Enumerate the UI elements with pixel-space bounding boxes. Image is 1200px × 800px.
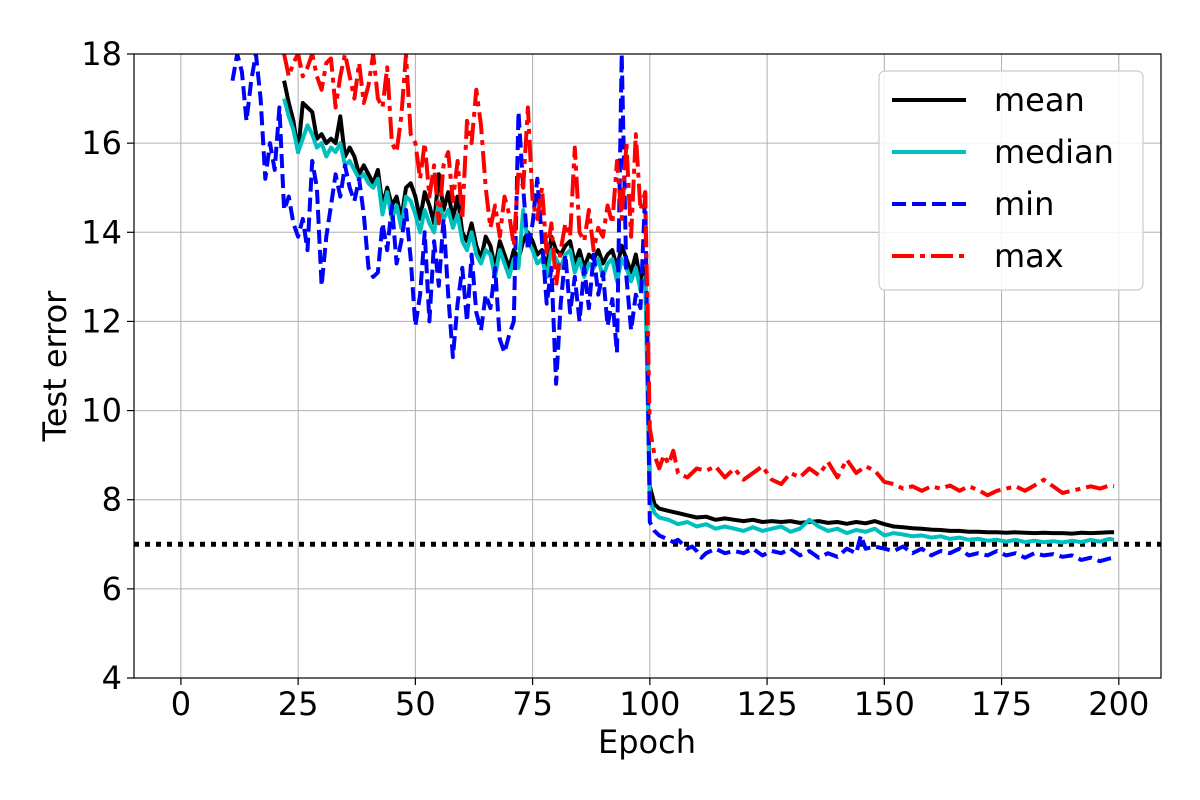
x-tick-label: 150 [854, 685, 915, 723]
legend-label-median: median [994, 133, 1114, 171]
x-tick-label: 75 [512, 685, 553, 723]
y-tick-label: 12 [81, 302, 122, 340]
x-tick-label: 100 [619, 685, 680, 723]
x-tick-label: 50 [395, 685, 436, 723]
legend-label-max: max [994, 237, 1064, 275]
y-axis: 4 6 8 10 12 14 16 18 [81, 35, 134, 697]
series-group [230, 54, 1115, 564]
series-line-median [282, 98, 1115, 545]
y-tick-label: 4 [102, 659, 122, 697]
legend-box [878, 70, 1144, 291]
x-tick-label: 0 [171, 685, 191, 723]
series-line-min [230, 54, 1115, 564]
x-tick-label: 200 [1088, 685, 1149, 723]
legend-label-mean: mean [994, 81, 1085, 119]
y-axis-label: Test error [36, 290, 74, 443]
legend-label-min: min [994, 185, 1054, 223]
x-tick-label: 125 [737, 685, 798, 723]
y-tick-label: 16 [81, 124, 122, 162]
x-tick-label: 25 [278, 685, 319, 723]
plot-frame [133, 53, 1162, 679]
x-axis: 0 25 50 75 100 125 150 175 200 [171, 678, 1149, 723]
series-line-max [282, 54, 1115, 498]
legend: mean median min max [878, 70, 1144, 291]
y-tick-label: 14 [81, 213, 122, 251]
y-tick-label: 10 [81, 392, 122, 430]
plot-area [134, 54, 1161, 564]
x-tick-label: 175 [971, 685, 1032, 723]
y-tick-label: 8 [102, 481, 122, 519]
y-tick-label: 6 [102, 570, 122, 608]
y-tick-label: 18 [81, 35, 122, 73]
x-axis-label: Epoch [598, 723, 696, 761]
